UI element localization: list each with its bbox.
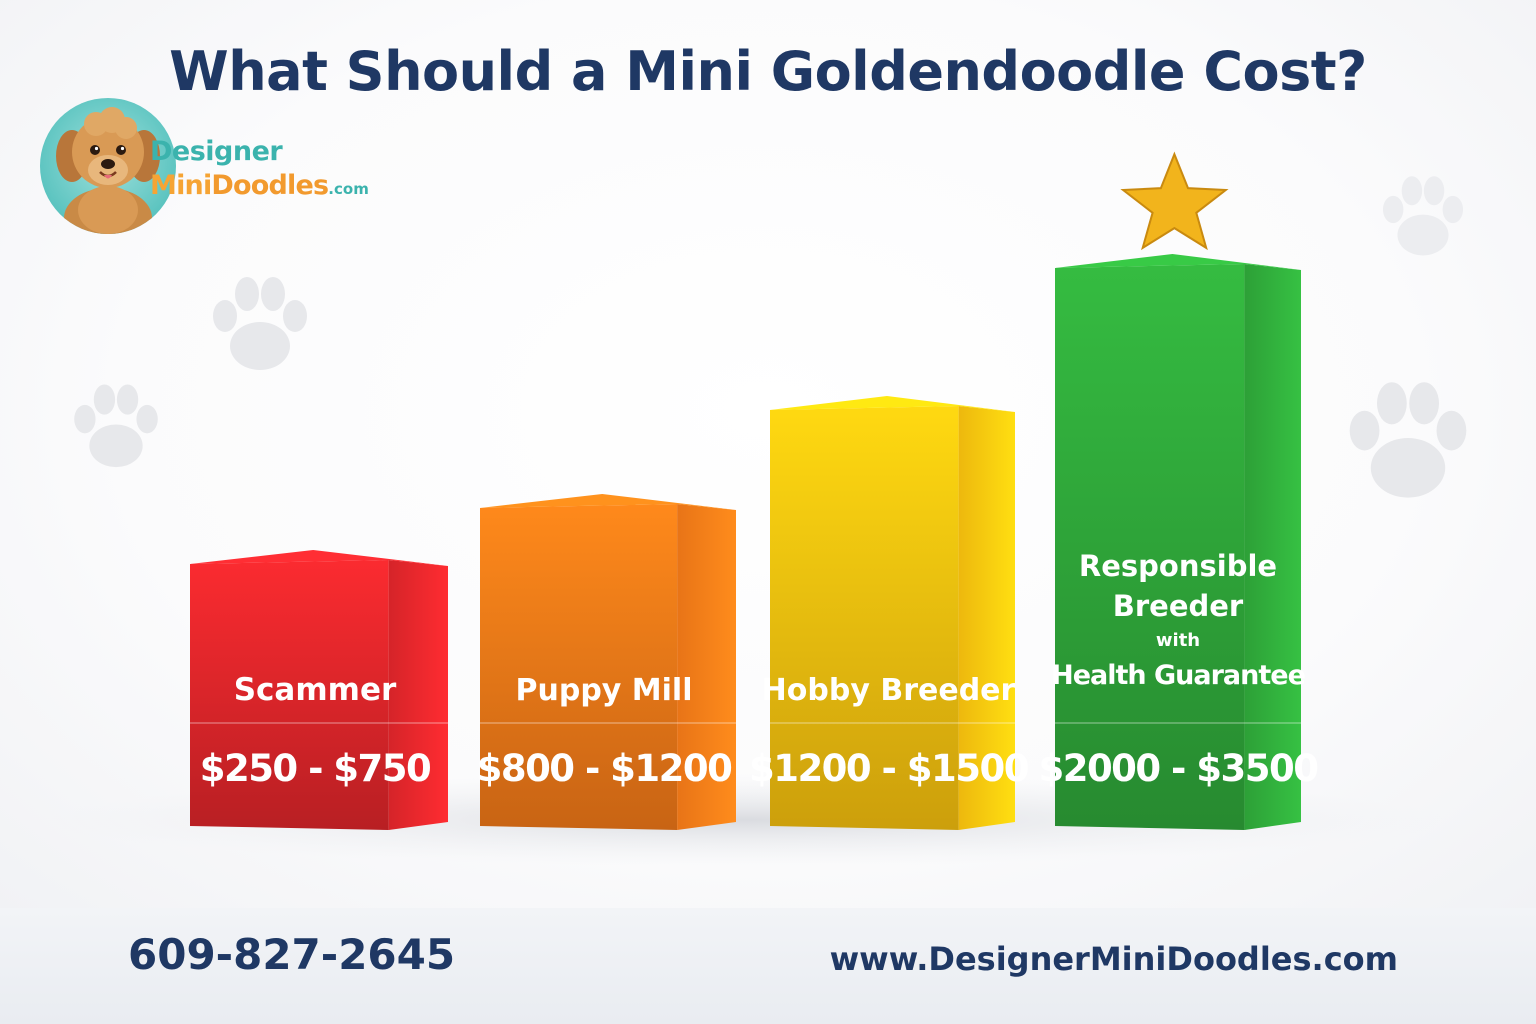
price-label: $800 - $1200 — [477, 747, 732, 790]
price-label: $250 - $750 — [200, 747, 431, 790]
bar-side — [958, 406, 1015, 830]
bar-front — [190, 560, 389, 830]
category-label: Hobby Breeder — [762, 673, 1016, 708]
bar-top — [190, 550, 448, 566]
category-label-line: with — [1156, 630, 1200, 651]
bar-scammer: Scammer $250 - $750 — [190, 550, 448, 830]
bar-front — [1055, 264, 1245, 830]
category-label-line: Breeder — [1113, 589, 1244, 623]
bar-hobby-breeder: Hobby Breeder $1200 - $1500 — [749, 396, 1030, 830]
paw-print-icon — [74, 384, 158, 468]
paw-print-icon — [1349, 382, 1467, 498]
website-link[interactable]: www.DesignerMiniDoodles.com — [829, 940, 1398, 978]
bar-side — [388, 560, 448, 830]
price-label: $1200 - $1500 — [749, 747, 1028, 790]
logo: Designer MiniDoodles.com — [40, 98, 380, 238]
phone-number[interactable]: 609-827-2645 — [128, 930, 456, 979]
bar-side — [1244, 264, 1301, 830]
category-label-line: Health Guarantee — [1051, 660, 1305, 691]
logo-text-doodles: Doodles — [211, 170, 329, 201]
bar-puppy-mill: Puppy Mill $800 - $1200 — [477, 494, 736, 830]
category-label: Scammer — [234, 672, 397, 708]
bar-front — [480, 504, 678, 830]
footer — [0, 908, 1536, 1024]
category-label: Puppy Mill — [516, 673, 693, 708]
logo-text-mini: Mini — [150, 170, 212, 201]
category-label-line: Responsible — [1079, 549, 1277, 583]
bar-top — [770, 396, 1015, 412]
bar-responsible-breeder: Responsible Breeder with Health Guarantee $2… — [1038, 151, 1319, 830]
logo-text-minidoodles: MiniDoodles.com — [150, 170, 369, 201]
page-title: What Should a Mini Goldendoodle Cost? — [169, 40, 1367, 103]
price-label: $2000 - $3500 — [1038, 747, 1317, 790]
logo-text-designer: Designer — [150, 136, 283, 167]
bar-front — [770, 406, 959, 830]
price-chart: Scammer $250 - $750 Puppy Mill $800 - $1200… — [45, 151, 1445, 866]
star-icon — [1120, 151, 1229, 251]
bar-side — [677, 504, 736, 830]
paw-print-icon — [213, 277, 307, 370]
bar-top — [480, 494, 736, 510]
paw-print-icon — [1382, 176, 1464, 256]
logo-text-com: .com — [328, 180, 369, 198]
dog-logo-icon — [40, 98, 176, 234]
bar-top — [1055, 254, 1301, 270]
